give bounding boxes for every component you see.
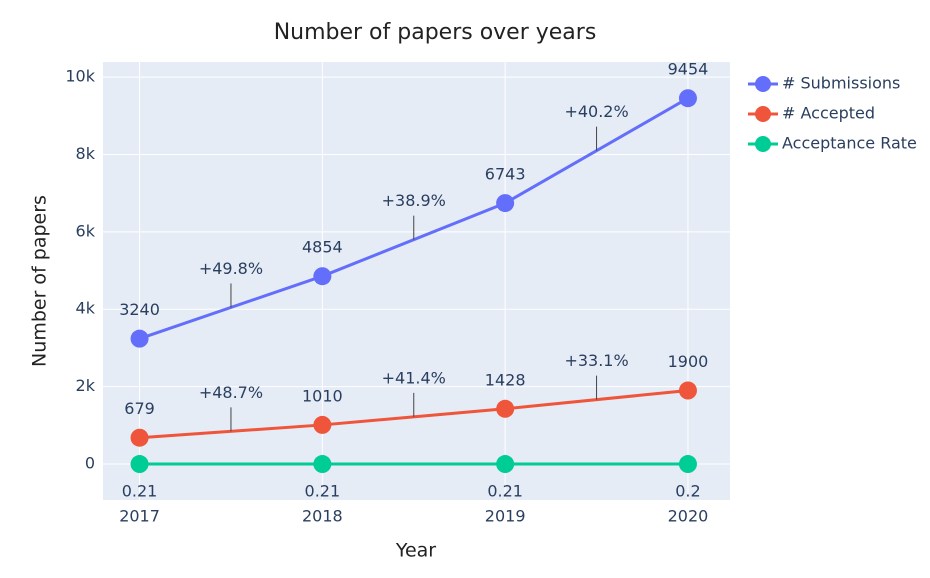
y-tick-label: 8k	[76, 144, 96, 163]
data-point	[678, 381, 697, 400]
data-label: 1428	[485, 370, 526, 389]
data-point	[313, 415, 332, 434]
annotation: +49.8%	[199, 259, 263, 278]
x-tick-label: 2018	[302, 507, 343, 526]
data-label: 679	[124, 399, 155, 418]
data-point	[313, 455, 332, 474]
annotation: +38.9%	[382, 191, 446, 210]
y-tick-label: 2k	[76, 376, 96, 395]
legend-marker	[755, 106, 771, 122]
data-label: 1900	[668, 352, 709, 371]
legend-label: # Accepted	[782, 104, 875, 123]
y-tick-label: 0	[85, 454, 95, 473]
x-axis-title: Year	[395, 540, 436, 562]
data-point	[496, 455, 515, 474]
data-point	[678, 455, 697, 474]
annotation: +33.1%	[564, 351, 628, 370]
y-tick-label: 6k	[76, 221, 96, 240]
y-tick-label: 10k	[65, 67, 95, 86]
data-point	[678, 89, 697, 108]
data-point	[496, 194, 515, 213]
annotation: +41.4%	[382, 368, 446, 387]
annotation: +48.7%	[199, 383, 263, 402]
x-tick-label: 2020	[668, 507, 709, 526]
data-point	[130, 455, 149, 474]
data-label: 9454	[668, 60, 709, 79]
legend-marker	[755, 136, 771, 152]
y-tick-label: 4k	[76, 299, 96, 318]
data-label: 1010	[302, 386, 343, 405]
data-label: 3240	[119, 300, 160, 319]
data-label: 4854	[302, 238, 343, 257]
y-axis-title: Number of papers	[29, 195, 51, 367]
data-label: 6743	[485, 165, 526, 184]
legend-label: Acceptance Rate	[782, 134, 917, 153]
legend-marker	[755, 76, 771, 92]
chart-title: Number of papers over years	[274, 20, 597, 45]
data-point	[496, 399, 515, 418]
data-point	[130, 428, 149, 447]
legend-label: # Submissions	[782, 74, 900, 93]
data-point	[130, 329, 149, 348]
data-point	[313, 267, 332, 286]
data-label: 0.21	[122, 482, 158, 501]
data-label: 0.21	[487, 482, 523, 501]
annotation: +40.2%	[564, 102, 628, 121]
x-tick-label: 2019	[485, 507, 526, 526]
data-label: 0.21	[305, 482, 341, 501]
data-label: 0.2	[675, 482, 700, 501]
x-tick-label: 2017	[119, 507, 160, 526]
